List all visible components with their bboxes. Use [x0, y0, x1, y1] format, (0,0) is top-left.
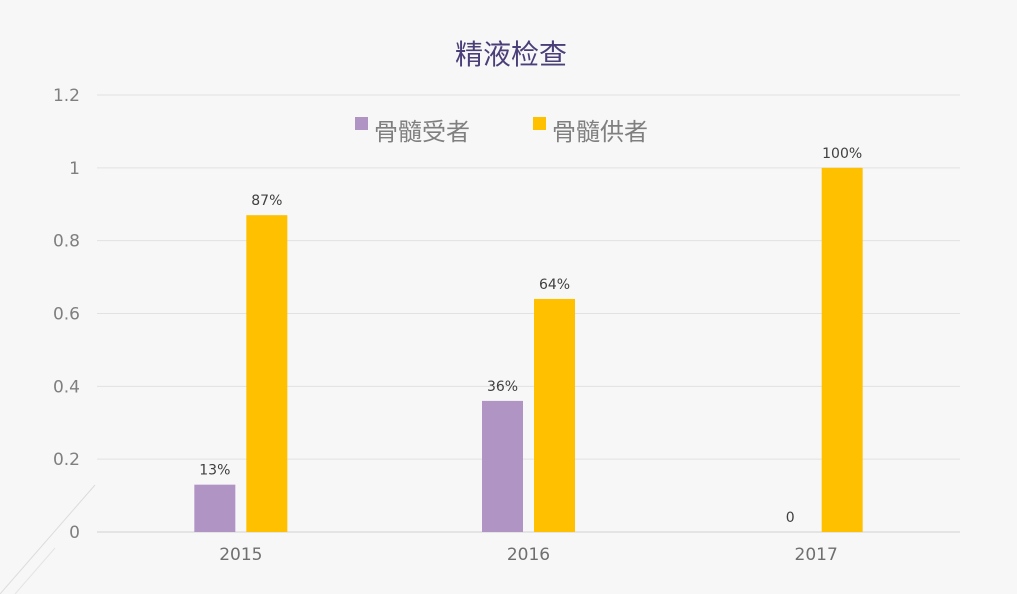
decorative-lines	[0, 484, 96, 594]
bar-recipient-2015	[194, 484, 236, 532]
data-label: 64%	[539, 277, 570, 293]
y-tick-label: 0.2	[53, 450, 80, 470]
data-labels: 13% 87% 36% 64% 0 100%	[199, 146, 862, 526]
legend-swatch	[533, 117, 546, 130]
data-label: 87%	[251, 193, 282, 209]
gridlines	[97, 94, 960, 533]
legend-swatch	[355, 117, 368, 130]
bar-donor-2016	[534, 298, 575, 532]
legend: 骨髓受者 骨髓供者	[355, 117, 648, 146]
y-tick-label: 1.2	[53, 86, 80, 106]
y-tick-label: 1	[69, 159, 80, 179]
y-tick-label: 0.6	[53, 305, 80, 325]
legend-label: 骨髓供者	[552, 118, 648, 146]
data-label: 36%	[487, 379, 518, 395]
y-tick-label: 0	[69, 523, 80, 543]
bar-recipient-2016	[482, 400, 523, 532]
chart-title: 精液检查	[455, 38, 567, 71]
data-label: 100%	[822, 146, 862, 162]
data-label: 0	[786, 510, 795, 526]
x-category-label: 2016	[507, 545, 550, 565]
bar-donor-2015	[246, 215, 288, 533]
bars	[194, 167, 863, 533]
legend-label: 骨髓受者	[374, 118, 470, 146]
x-category-label: 2015	[219, 545, 262, 565]
bar-donor-2017	[821, 167, 863, 533]
x-category-label: 2017	[795, 545, 838, 565]
y-axis-ticks: 0 0.2 0.4 0.6 0.8 1 1.2	[53, 86, 80, 543]
x-axis-categories: 2015 2016 2017	[219, 545, 838, 565]
data-label: 13%	[199, 463, 230, 479]
y-tick-label: 0.4	[53, 377, 80, 397]
y-tick-label: 0.8	[53, 232, 80, 252]
